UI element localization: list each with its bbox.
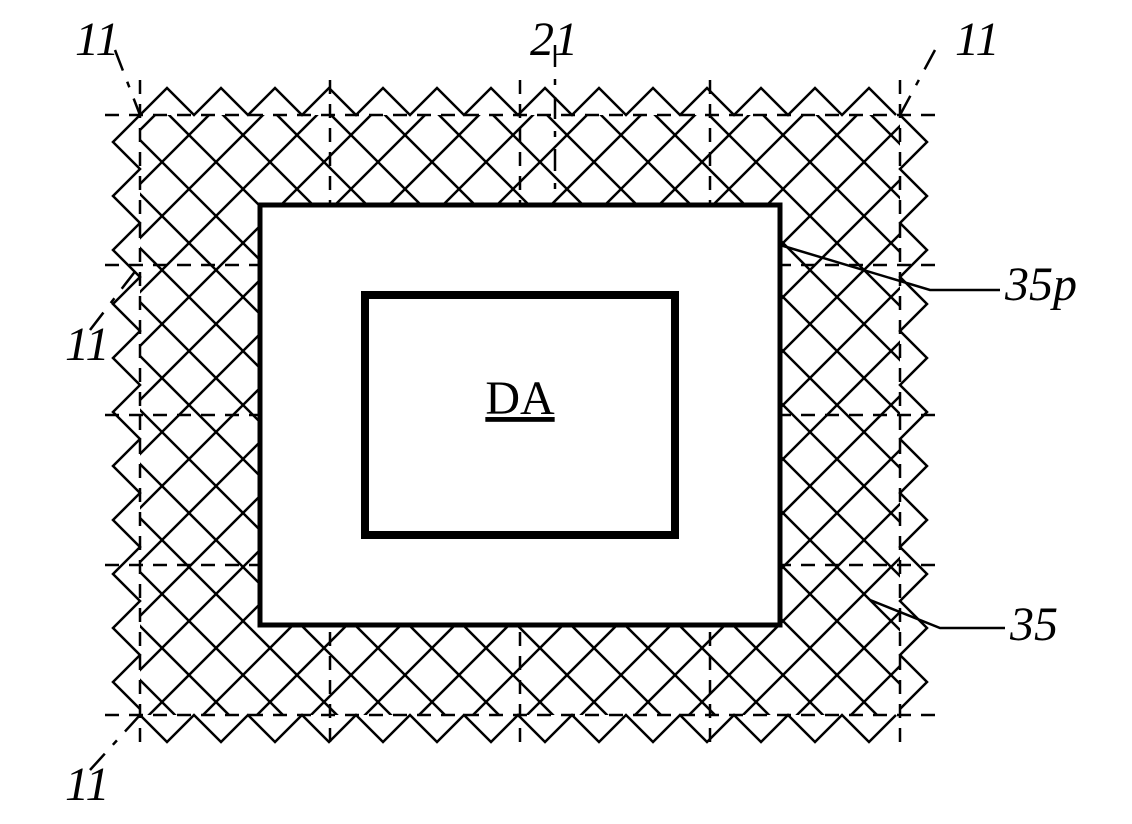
leader-label: 21 [530,13,578,66]
da-label: DA [485,372,555,425]
leader-line [870,600,1005,628]
leader-label: 11 [955,13,999,66]
leader-label: 35p [1004,258,1077,311]
leader-line [900,50,935,115]
leader-label: 35 [1009,598,1058,651]
leader-label: 11 [65,318,109,371]
leader-label: 11 [65,758,109,811]
leader-label: 11 [75,13,119,66]
